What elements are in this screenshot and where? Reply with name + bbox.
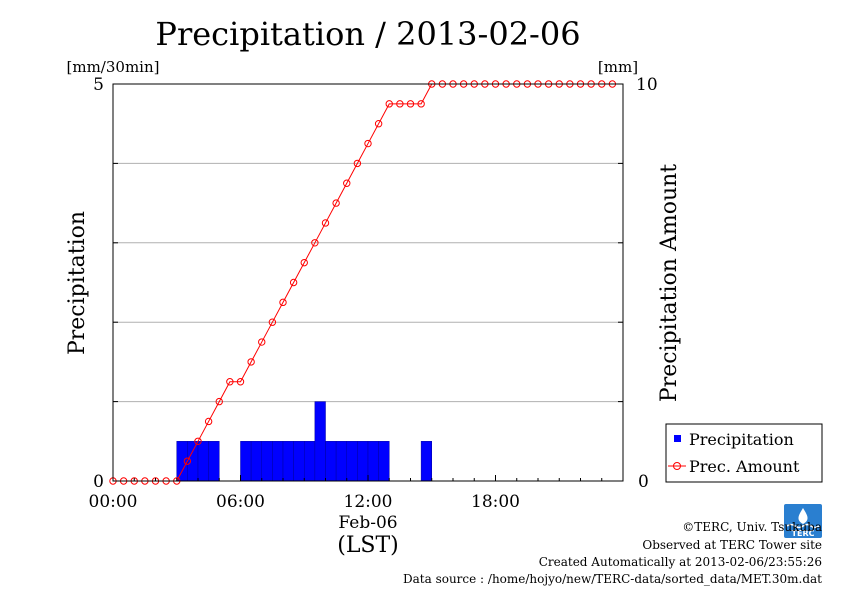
left-axis-unit: [mm/30min]: [67, 58, 160, 76]
axis-ticks: [112, 83, 624, 482]
x-tick-label: 12:00: [344, 492, 393, 512]
prec-amount-point: [226, 378, 234, 386]
precipitation-bar: [293, 441, 305, 482]
chart-title: Precipitation / 2013-02-06: [155, 15, 580, 53]
precipitation-bar: [367, 441, 379, 482]
footer-source: Data source : /home/hojyo/new/TERC-data/…: [403, 572, 822, 586]
prec-amount-point: [332, 199, 340, 207]
prec-amount-point: [396, 100, 404, 108]
prec-amount-point: [321, 219, 330, 227]
left-axis-title: Precipitation: [65, 211, 90, 355]
right-tick-label-max: 10: [636, 75, 658, 95]
precipitation-bar: [325, 441, 337, 482]
prec-amount-point: [215, 397, 223, 406]
footer-created: Created Automatically at 2013-02-06/23:5…: [539, 555, 822, 569]
prec-amount-point: [353, 159, 362, 168]
legend-box: [665, 423, 823, 483]
x-tick-label: 18:00: [471, 492, 520, 512]
prec-amount-point: [311, 239, 319, 247]
precipitation-bar: [250, 441, 262, 482]
legend-label-prec-amount: Prec. Amount: [689, 457, 800, 476]
x-tick-label: 00:00: [89, 492, 138, 512]
wave-icon: [786, 523, 820, 529]
precipitation-bar: [187, 441, 199, 482]
x-axis-zone-label: (LST): [337, 533, 399, 558]
prec-amount-point: [364, 139, 372, 148]
precipitation-bar: [240, 441, 252, 482]
precipitation-bar: [272, 441, 284, 482]
prec-amount-point: [374, 120, 383, 128]
precipitation-bar: [346, 441, 358, 482]
prec-amount-point: [300, 258, 308, 267]
footer-observed: Observed at TERC Tower site: [642, 538, 822, 552]
precipitation-bar: [314, 401, 326, 482]
logo-text: TERC: [792, 529, 815, 538]
precipitation-bar: [335, 441, 347, 482]
precipitation-bar: [197, 441, 209, 482]
water-drop-icon: [798, 508, 808, 524]
precipitation-bar: [282, 441, 294, 482]
legend-label-precipitation: Precipitation: [689, 430, 794, 449]
precipitation-bar: [357, 441, 369, 482]
x-tick-label: 06:00: [216, 492, 265, 512]
prec-amount-point: [406, 100, 415, 108]
prec-amount-point: [247, 358, 255, 366]
footer-copyright: ©TERC, Univ. Tsukuba: [682, 520, 822, 534]
prec-amount-line: [109, 80, 617, 485]
prec-amount-point: [385, 100, 393, 108]
prec-amount-point: [268, 318, 277, 326]
prec-amount-point: [183, 457, 192, 465]
legend-marker-swatch: [673, 462, 681, 470]
precipitation-bar: [420, 441, 432, 482]
prec-amount-polyline: [113, 83, 613, 482]
x-tick-labels: 00:00 06:00 12:00 18:00: [89, 492, 521, 512]
precipitation-bar: [304, 441, 316, 482]
prec-amount-point: [236, 378, 245, 386]
precipitation-bars: [176, 401, 432, 482]
terc-logo: TERC: [784, 504, 822, 538]
right-axis-unit: [mm]: [598, 58, 638, 76]
prec-amount-point: [343, 179, 351, 187]
precipitation-bar: [208, 441, 220, 482]
legend: Precipitation Prec. Amount: [665, 423, 823, 483]
precipitation-bar: [261, 441, 273, 482]
prec-amount-point: [204, 417, 213, 426]
x-axis-date-label: Feb-06: [338, 513, 397, 533]
grid-lines: [113, 162, 623, 403]
legend-bar-swatch: [674, 435, 681, 442]
prec-amount-point: [289, 278, 298, 287]
prec-amount-point: [194, 437, 202, 445]
prec-amount-point: [279, 298, 287, 307]
right-axis-title: Precipitation Amount: [657, 164, 682, 402]
prec-amount-point: [417, 100, 425, 108]
right-tick-label-min: 0: [638, 472, 649, 492]
left-tick-label-min: 0: [93, 472, 104, 492]
precipitation-bar: [176, 441, 188, 482]
precipitation-bar: [378, 441, 390, 482]
prec-amount-point: [258, 338, 266, 346]
left-tick-label-max: 5: [93, 75, 104, 95]
